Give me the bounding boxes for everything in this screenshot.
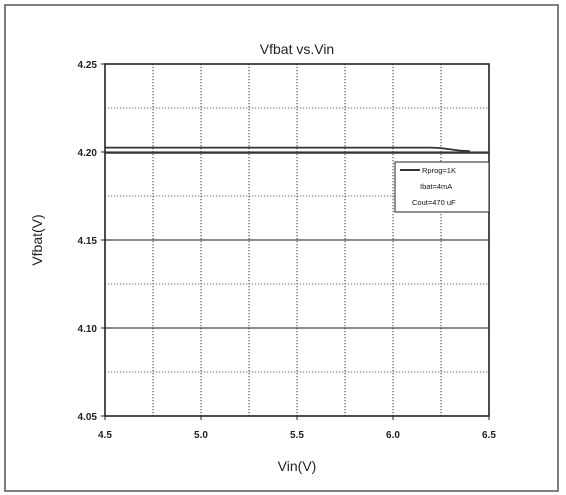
legend-entry-2: Cout=470 uF xyxy=(412,198,456,207)
x-axis-label: Vin(V) xyxy=(278,458,317,474)
chart-title: Vfbat vs.Vin xyxy=(260,41,334,57)
x-axis-ticks: 4.5 5.0 5.5 6.0 6.5 xyxy=(98,416,496,441)
x-tick-label: 5.5 xyxy=(290,430,304,441)
y-tick-label: 4.05 xyxy=(78,412,98,423)
legend-entry-0: Rprog=1K xyxy=(422,166,456,175)
x-tick-label: 4.5 xyxy=(98,430,112,441)
legend-entry-1: Ibat=4mA xyxy=(420,182,452,191)
y-tick-label: 4.20 xyxy=(78,148,98,159)
legend: Rprog=1K Ibat=4mA Cout=470 uF xyxy=(394,161,490,213)
figure-border xyxy=(4,4,559,492)
y-axis-ticks: 4.25 4.20 4.15 4.10 4.05 xyxy=(78,60,105,423)
x-tick-label: 5.0 xyxy=(194,430,208,441)
y-tick-label: 4.10 xyxy=(78,324,98,335)
y-tick-label: 4.25 xyxy=(78,60,98,71)
y-tick-label: 4.15 xyxy=(78,236,98,247)
x-tick-label: 6.0 xyxy=(386,430,400,441)
series-line-0 xyxy=(105,146,470,152)
series-lines xyxy=(105,146,489,154)
x-tick-label: 6.5 xyxy=(482,430,496,441)
y-axis-label: Vfbat(V) xyxy=(29,214,45,265)
